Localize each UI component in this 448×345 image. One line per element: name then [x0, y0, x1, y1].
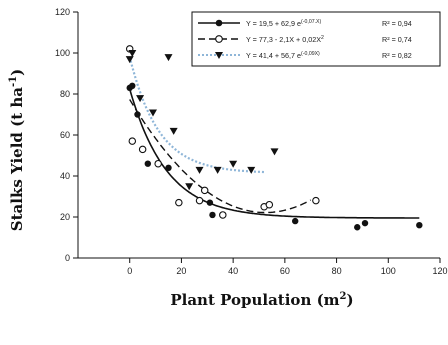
legend-entry-2: Y = 77,3 - 2,1X + 0,02X2 R² = 0,74: [198, 35, 412, 44]
fit-curve-series-1: [128, 88, 420, 219]
point-filled-triangle: [247, 166, 256, 174]
point-filled-triangle: [185, 183, 194, 191]
point-open-circle: [154, 159, 162, 168]
x-axis-title-end: ): [347, 291, 354, 309]
x-tick-label: 100: [381, 266, 396, 276]
y-axis-title-end: ): [8, 69, 26, 76]
fit-curves: [128, 56, 420, 219]
legend-entry-3-eq: Y = 41,4 + 56,7 e(-0,09X) R² = 0,82: [246, 51, 412, 60]
fit-curve-series-2: [129, 99, 312, 214]
point-filled-circle: [416, 222, 423, 229]
y-tick-label: 120: [55, 7, 70, 17]
y-tick-label: 80: [60, 89, 70, 99]
axes: 0 20 40 60 80 100 120 0 20 40 60 80 100 120: [55, 7, 448, 276]
fit-curve-series-3: [128, 56, 265, 174]
y-tick-label: 40: [60, 171, 70, 181]
point-filled-triangle: [136, 95, 145, 103]
x-axis-title-main: Plant Population (m: [170, 291, 339, 309]
point-open-circle: [175, 198, 183, 207]
point-filled-circle: [129, 82, 136, 90]
point-filled-triangle: [125, 56, 134, 64]
x-tick-label: 40: [228, 266, 238, 276]
point-filled-triangle: [213, 166, 222, 174]
y-axis-title-sup: -1: [8, 76, 19, 87]
point-open-circle: [200, 186, 209, 195]
x-tick-label: 120: [432, 266, 447, 276]
legend-marker-filled-triangle: [215, 52, 223, 59]
point-filled-circle: [134, 111, 141, 118]
x-axis-title-sup: 2: [340, 291, 347, 302]
y-tick-label: 60: [60, 130, 70, 140]
point-filled-triangle: [229, 160, 238, 168]
point-filled-circle: [292, 217, 299, 225]
point-open-circle: [128, 137, 137, 145]
y-axis-title: Stalks Yield (t ha-1): [8, 69, 26, 231]
legend: Y = 19,5 + 62,9 e(-0,07.X) R² = 0,94 Y = …: [191, 11, 441, 67]
point-filled-triangle: [270, 148, 279, 156]
legend-entry-1: Y = 19,5 + 62,9 e(-0,07.X) R² = 0,94: [198, 19, 412, 28]
x-tick-label: 60: [280, 266, 290, 276]
x-tick-label: 80: [332, 266, 342, 276]
point-open-circle: [195, 196, 204, 205]
legend-marker-filled-circle: [215, 19, 223, 27]
point-filled-triangle: [148, 109, 157, 117]
point-filled-circle: [165, 164, 172, 171]
point-filled-triangle: [169, 127, 178, 135]
legend-marker-open-circle: [215, 35, 223, 43]
point-open-circle: [312, 196, 320, 205]
point-filled-triangle: [128, 50, 137, 57]
point-open-circle: [219, 211, 227, 219]
point-filled-triangle: [164, 54, 173, 62]
point-open-circle: [265, 200, 274, 209]
point-open-circle: [138, 145, 147, 154]
legend-entry-3: Y = 41,4 + 56,7 e(-0,09X) R² = 0,82: [198, 51, 412, 60]
point-filled-circle: [209, 211, 216, 219]
x-axis-title: Plant Population (m2): [170, 291, 353, 309]
x-tick-label: 20: [176, 266, 186, 276]
y-tick-label: 0: [65, 253, 70, 263]
point-filled-circle: [354, 224, 361, 231]
point-filled-circle: [206, 199, 214, 206]
y-tick-label: 20: [60, 212, 70, 222]
point-filled-triangle: [195, 166, 204, 174]
point-filled-circle: [361, 219, 369, 227]
y-axis-title-main: Stalks Yield (t ha: [8, 87, 26, 231]
point-filled-circle: [144, 160, 152, 167]
data-points: [125, 45, 423, 231]
legend-entry-2-eq: Y = 77,3 - 2,1X + 0,02X2 R² = 0,74: [246, 35, 412, 44]
legend-entry-1-eq: Y = 19,5 + 62,9 e(-0,07.X) R² = 0,94: [246, 19, 412, 28]
y-tick-label: 100: [55, 48, 70, 58]
x-tick-label: 0: [127, 266, 132, 276]
